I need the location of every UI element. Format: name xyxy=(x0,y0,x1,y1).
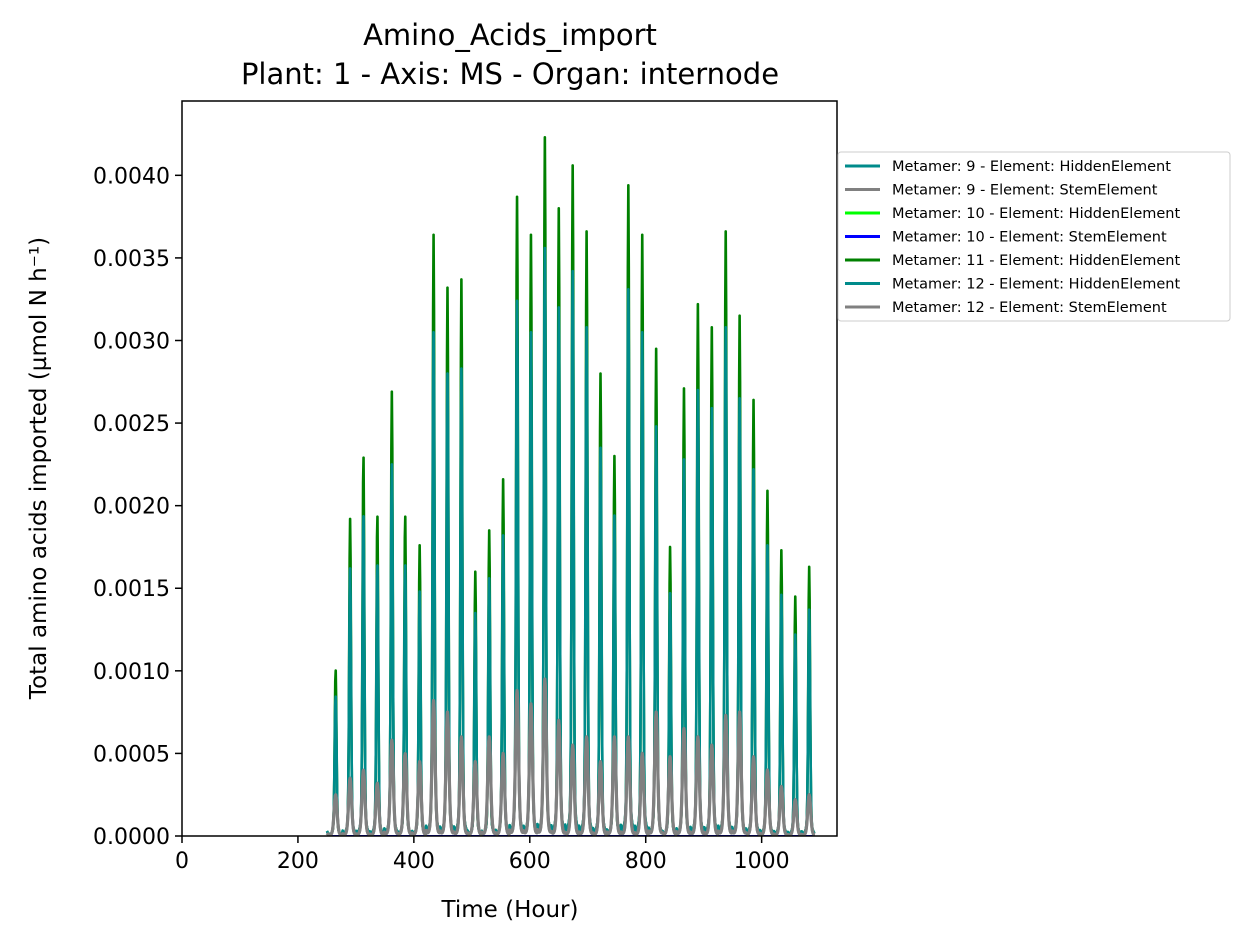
x-tick-label: 1000 xyxy=(734,849,790,874)
legend-label: Metamer: 10 - Element: StemElement xyxy=(892,230,1167,246)
y-tick-label: 0.0020 xyxy=(93,495,170,520)
y-tick-label: 0.0025 xyxy=(93,412,170,437)
legend-label: Metamer: 12 - Element: StemElement xyxy=(892,300,1167,316)
y-tick-label: 0.0040 xyxy=(93,164,170,189)
plot-frame xyxy=(181,100,838,837)
y-tick-label: 0.0015 xyxy=(93,577,170,602)
y-axis: 0.0000 0.0005 0.0010 0.0015 0.0020 0.0025 0.00… xyxy=(93,164,182,850)
y-tick-label: 0.0030 xyxy=(93,329,170,354)
x-tick-label: 400 xyxy=(393,849,435,874)
x-tick-label: 600 xyxy=(509,849,551,874)
y-tick-label: 0.0035 xyxy=(93,247,170,272)
chart-title: Amino_Acids_import xyxy=(363,18,657,52)
legend-label: Metamer: 9 - Element: HiddenElement xyxy=(892,159,1171,175)
series-group xyxy=(325,136,816,836)
x-tick-label: 200 xyxy=(277,849,319,874)
x-axis: 0 200 400 600 800 1000 xyxy=(175,836,790,874)
legend-label: Metamer: 9 - Element: StemElement xyxy=(892,183,1158,199)
x-tick-label: 800 xyxy=(625,849,667,874)
chart-subtitle: Plant: 1 - Axis: MS - Organ: internode xyxy=(241,57,779,91)
legend-label: Metamer: 10 - Element: HiddenElement xyxy=(892,206,1180,222)
legend-label: Metamer: 11 - Element: HiddenElement xyxy=(892,253,1180,269)
plot-area xyxy=(325,136,816,836)
legend: Metamer: 9 - Element: HiddenElement Metam… xyxy=(837,151,1231,322)
legend-label: Metamer: 12 - Element: HiddenElement xyxy=(892,277,1180,293)
x-axis-label: Time (Hour) xyxy=(441,897,579,923)
legend-box xyxy=(837,151,1231,322)
series-line-6 xyxy=(325,677,816,836)
y-tick-label: 0.0010 xyxy=(93,660,170,685)
y-tick-label: 0.0000 xyxy=(93,825,170,850)
y-tick-label: 0.0005 xyxy=(93,742,170,767)
y-axis-label: Total amino acids imported (µmol N h⁻¹) xyxy=(26,237,52,700)
x-tick-label: 0 xyxy=(175,849,189,874)
